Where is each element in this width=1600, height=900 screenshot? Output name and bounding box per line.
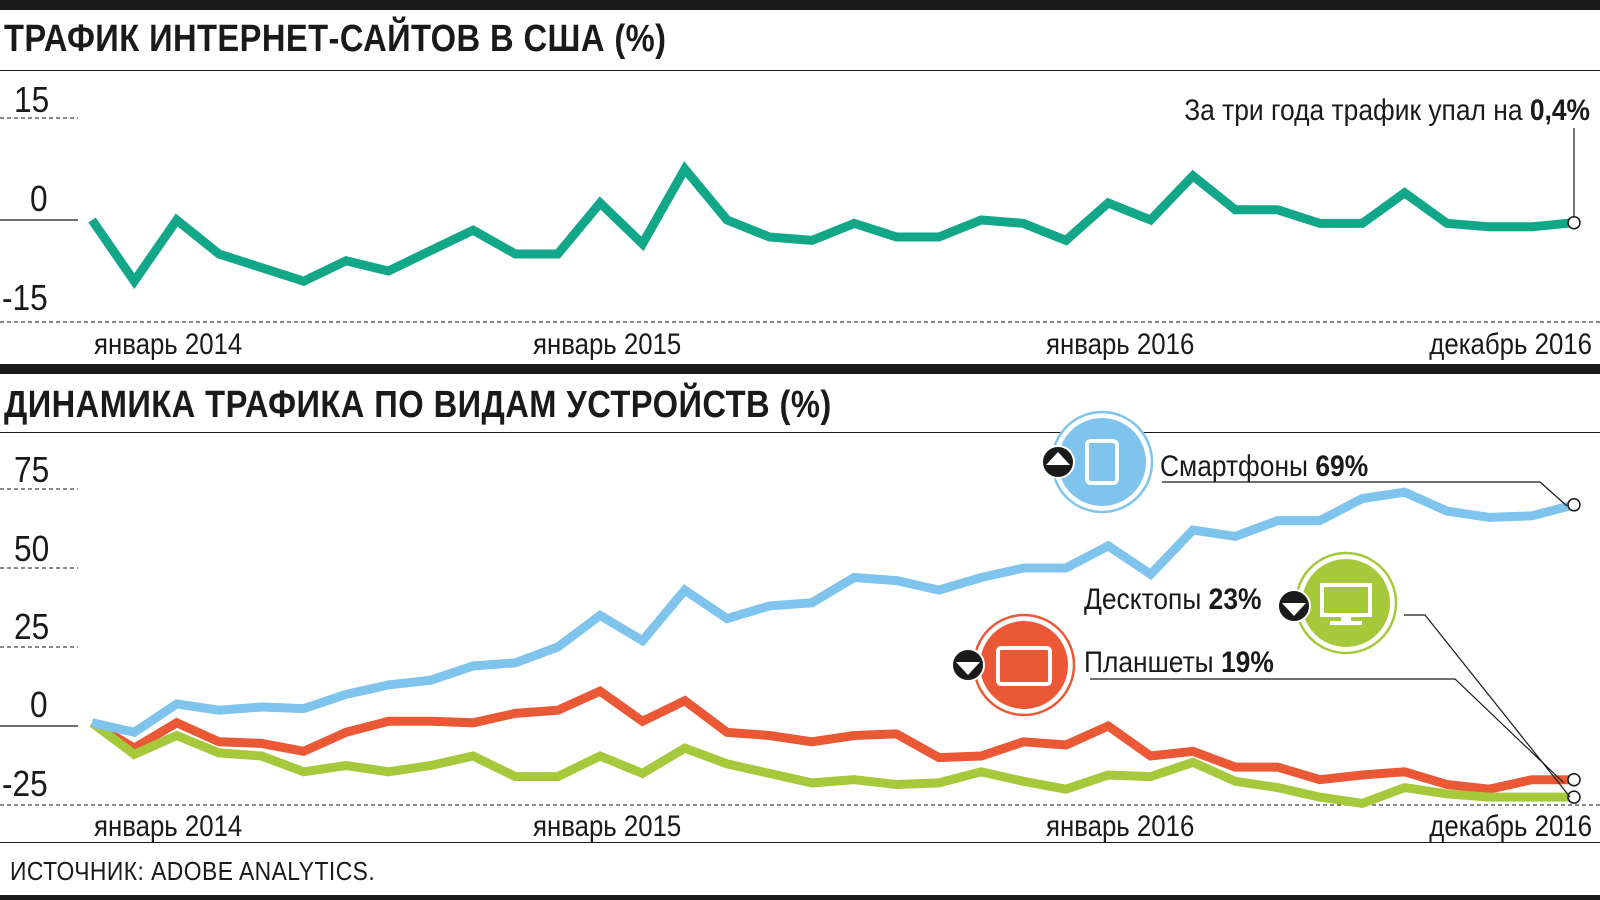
chart2-x-ticks: январь 2014 январь 2015 январь 2016 дека… <box>94 809 1592 842</box>
chart2-series <box>89 487 1581 809</box>
x-tick: январь 2016 <box>1046 327 1194 360</box>
smartphone-label: Смартфоны <box>1160 448 1308 482</box>
tablet-label: Планшеты <box>1084 644 1214 678</box>
y-tick: 75 <box>14 450 49 490</box>
x-tick: январь 2014 <box>94 809 242 842</box>
tablet-leader <box>1090 678 1565 784</box>
y-tick: 0 <box>30 179 48 219</box>
annotation-value: 0,4% <box>1530 92 1590 126</box>
x-tick: январь 2015 <box>533 327 681 360</box>
smartphone-badge-fill <box>1058 418 1146 506</box>
chart1-title: ТРАФИК ИНТЕРНЕТ-САЙТОВ В США (%) <box>4 18 667 60</box>
monitor-icon <box>1320 583 1372 625</box>
svg-text:Планшеты 19%: Планшеты 19% <box>1084 644 1274 678</box>
tablet-icon <box>996 646 1052 686</box>
x-tick: январь 2015 <box>533 809 681 842</box>
x-tick: декабрь 2016 <box>1429 809 1592 842</box>
tablet-badge <box>951 613 1076 717</box>
chart2-grid <box>0 488 1600 806</box>
desktop-label: Десктопы <box>1084 581 1201 615</box>
chart2-title-underline <box>0 432 1600 433</box>
desktop-leader <box>1404 614 1571 798</box>
chart1-title-underline <box>0 70 1600 71</box>
smartphones-end-marker <box>1567 498 1581 512</box>
arrow-down-icon <box>1277 589 1311 623</box>
annotation-text: За три года трафик упал на <box>1184 92 1530 126</box>
desktop-badge <box>1277 551 1398 655</box>
smartphone-badge <box>1041 410 1154 514</box>
bottom-rule <box>0 895 1600 900</box>
x-tick: январь 2016 <box>1046 809 1194 842</box>
source-divider <box>0 842 1600 843</box>
smartphones-line <box>91 487 1576 738</box>
arrow-down-icon <box>951 648 985 682</box>
desktops-end-marker <box>1567 790 1581 804</box>
chart2-y-ticks: 75 50 25 0 -25 <box>2 450 49 804</box>
tablet-badge-fill <box>980 621 1068 709</box>
y-tick: 0 <box>30 685 48 725</box>
svg-text:За три года трафик упал на 0,4: За три года трафик упал на 0,4% <box>1184 92 1590 126</box>
desktop-badge-fill <box>1302 559 1390 647</box>
y-tick: 50 <box>14 529 49 569</box>
y-tick: 15 <box>14 80 49 120</box>
y-tick: -25 <box>2 764 48 804</box>
smartphone-leader <box>1162 481 1568 507</box>
tablet-value: 19% <box>1221 644 1274 678</box>
y-tick: 25 <box>14 607 49 647</box>
section-divider <box>0 364 1600 374</box>
x-tick: январь 2014 <box>94 327 242 360</box>
smartphone-value: 69% <box>1315 448 1368 482</box>
chart1-grid <box>0 117 1600 323</box>
x-tick: декабрь 2016 <box>1429 327 1592 360</box>
traffic-line <box>88 161 1575 290</box>
arrow-up-icon <box>1041 445 1075 479</box>
tablets-line <box>89 686 1574 794</box>
smartphone-icon <box>1085 439 1119 485</box>
desktops-line <box>89 719 1574 809</box>
tablets-end-marker <box>1567 772 1581 787</box>
desktop-value: 23% <box>1209 581 1262 615</box>
legend-leaders <box>1090 481 1571 798</box>
chart2-title: ДИНАМИКА ТРАФИКА ПО ВИДАМ УСТРОЙСТВ (%) <box>4 384 832 426</box>
chart1-y-ticks: 15 0 -15 <box>2 80 49 318</box>
chart1-series <box>88 161 1581 290</box>
source-note: ИСТОЧНИК: ADOBE ANALYTICS. <box>10 856 376 886</box>
chart1-annotation: За три года трафик упал на 0,4% <box>1184 92 1590 216</box>
y-tick: -15 <box>2 278 48 318</box>
chart1-x-ticks: январь 2014 январь 2015 январь 2016 дека… <box>94 327 1592 360</box>
traffic-end-marker <box>1567 215 1581 230</box>
svg-text:Десктопы 23%: Десктопы 23% <box>1084 581 1262 615</box>
top-rule <box>0 0 1600 10</box>
svg-text:Смартфоны 69%: Смартфоны 69% <box>1160 448 1368 482</box>
